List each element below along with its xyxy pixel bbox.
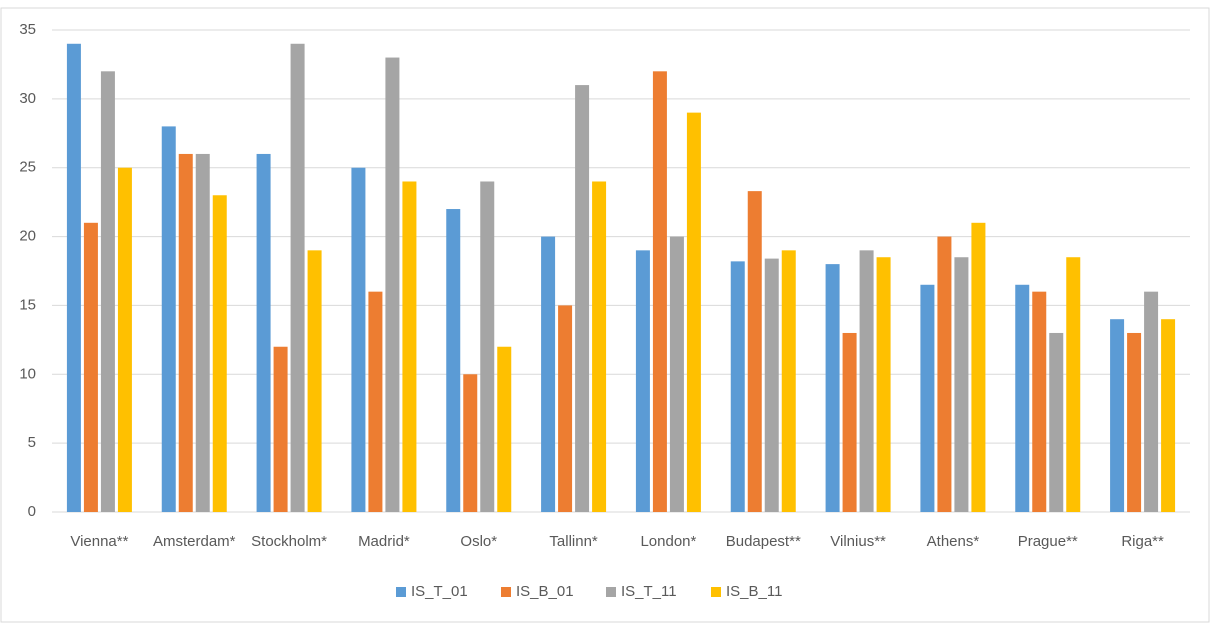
bar — [480, 181, 495, 512]
y-tick-label: 20 — [19, 228, 36, 245]
x-tick-label: Stockholm* — [251, 533, 327, 550]
bar — [558, 305, 573, 512]
x-tick-label: London* — [640, 533, 696, 550]
x-tick-label: Oslo* — [460, 533, 497, 550]
bar — [764, 258, 779, 512]
bar — [66, 43, 81, 513]
legend-swatch — [396, 587, 406, 597]
x-tick-label: Prague** — [1018, 533, 1078, 550]
bar — [273, 346, 288, 512]
bar — [825, 264, 840, 512]
bar — [100, 71, 115, 513]
bar — [446, 209, 461, 512]
bar — [575, 85, 590, 512]
x-tick-label: Vienna** — [70, 533, 128, 550]
bar — [1144, 291, 1159, 512]
bar — [497, 346, 512, 512]
bar — [635, 250, 650, 513]
legend-swatch — [606, 587, 616, 597]
bar — [290, 43, 305, 513]
bar — [368, 291, 383, 512]
bar — [730, 261, 745, 512]
y-tick-label: 0 — [28, 503, 36, 520]
bar — [83, 222, 98, 513]
bar — [195, 153, 210, 512]
legend-swatch — [711, 587, 721, 597]
bar — [971, 222, 986, 513]
x-tick-label: Riga** — [1121, 533, 1164, 550]
legend-swatch — [501, 587, 511, 597]
bar — [1066, 257, 1081, 512]
x-tick-label: Vilnius** — [830, 533, 886, 550]
legend-label: IS_B_11 — [726, 583, 782, 600]
bar — [686, 112, 701, 512]
bar — [592, 181, 607, 512]
x-tick-label: Tallinn* — [549, 533, 598, 550]
bar — [781, 250, 796, 513]
bar — [178, 153, 193, 512]
bar — [1049, 332, 1064, 512]
bar — [1161, 319, 1176, 512]
x-tick-label: Madrid* — [358, 533, 410, 550]
y-tick-label: 30 — [19, 90, 36, 107]
bar — [876, 257, 891, 512]
bar — [842, 332, 857, 512]
legend-label: IS_T_01 — [411, 583, 468, 600]
y-tick-label: 10 — [19, 365, 36, 382]
legend-label: IS_T_11 — [621, 583, 677, 600]
x-tick-label: Athens* — [927, 533, 980, 550]
bar — [669, 236, 684, 513]
bar — [256, 153, 271, 512]
bar — [161, 126, 176, 513]
bar — [385, 57, 400, 513]
bar — [351, 167, 366, 512]
x-tick-label: Amsterdam* — [153, 533, 236, 550]
bar — [1015, 284, 1030, 512]
bar — [117, 167, 132, 512]
y-tick-label: 15 — [19, 296, 36, 313]
y-tick-label: 5 — [28, 434, 36, 451]
legend-label: IS_B_01 — [516, 583, 574, 600]
bar — [463, 374, 478, 512]
bar — [1127, 332, 1142, 512]
bar — [937, 236, 952, 513]
bar — [307, 250, 322, 513]
x-tick-label: Budapest** — [726, 533, 801, 550]
bar — [859, 250, 874, 513]
bar — [652, 71, 667, 513]
bar — [1110, 319, 1125, 512]
bar — [747, 191, 762, 512]
bar — [954, 257, 969, 512]
bar — [1032, 291, 1047, 512]
bar — [920, 284, 935, 512]
y-tick-label: 25 — [19, 159, 36, 176]
bar — [541, 236, 556, 513]
y-tick-label: 35 — [19, 21, 36, 38]
bar — [402, 181, 417, 512]
bar — [212, 195, 227, 512]
